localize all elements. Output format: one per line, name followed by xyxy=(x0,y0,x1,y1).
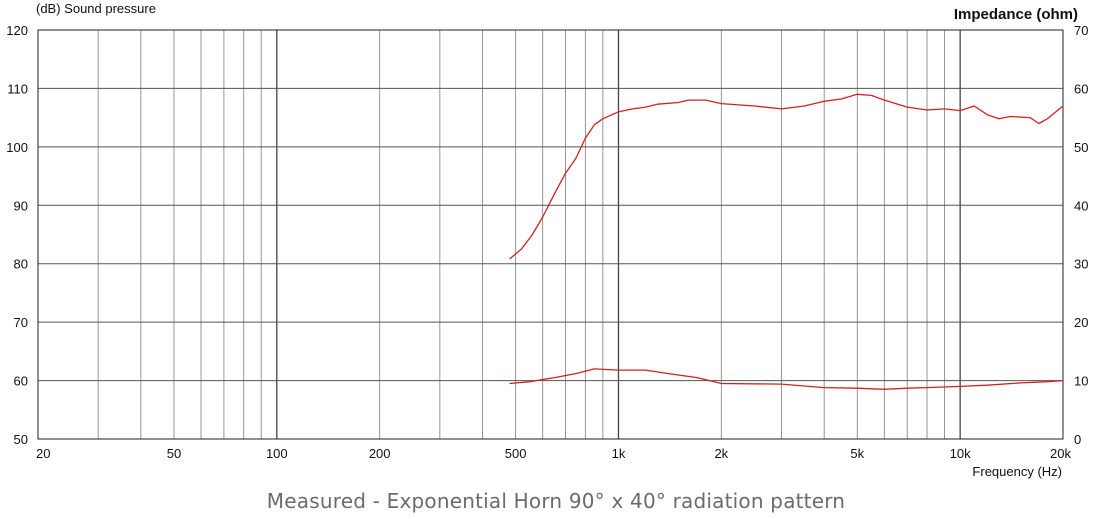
y-right-tick-label: 0 xyxy=(1074,432,1081,447)
x-tick-label: 100 xyxy=(266,446,288,461)
y-right-tick-label: 40 xyxy=(1074,198,1088,213)
x-axis-title: Frequency (Hz) xyxy=(972,464,1062,479)
x-tick-label: 500 xyxy=(505,446,527,461)
y-left-tick-label: 110 xyxy=(7,81,28,96)
y-left-tick-label: 70 xyxy=(14,315,28,330)
x-tick-label: 20 xyxy=(36,446,50,461)
x-tick-label: 1k xyxy=(612,446,626,461)
x-tick-label: 10k xyxy=(950,446,971,461)
figure-caption: Measured - Exponential Horn 90° x 40° ra… xyxy=(266,489,846,513)
y-right-tick-label: 60 xyxy=(1074,81,1088,96)
y-left-tick-label: 120 xyxy=(6,23,28,38)
y-right-tick-label: 20 xyxy=(1074,315,1088,330)
y-left-tick-label: 80 xyxy=(14,257,28,272)
x-tick-label: 50 xyxy=(167,446,181,461)
spl-series-line xyxy=(509,93,1064,260)
y-left-tick-label: 100 xyxy=(6,140,28,155)
tick-labels: 20 50 100 200 500 1k 2k 5k 10k 20k506070809010011… xyxy=(6,23,1088,461)
grid xyxy=(38,30,1063,439)
y-right-tick-label: 30 xyxy=(1074,257,1088,272)
y-left-tick-label: 90 xyxy=(14,198,28,213)
x-tick-label: 20k xyxy=(1050,446,1071,461)
frequency-response-chart: 20 50 100 200 500 1k 2k 5k 10k 20k506070809010011… xyxy=(6,1,1088,479)
y-left-tick-label: 60 xyxy=(14,374,28,389)
x-tick-label: 2k xyxy=(714,446,728,461)
y-left-tick-label: 50 xyxy=(14,432,28,447)
right-axis-title: Impedance (ohm) xyxy=(954,6,1078,23)
plot-frame xyxy=(37,29,1064,440)
y-right-tick-label: 70 xyxy=(1074,23,1088,38)
y-right-tick-label: 10 xyxy=(1074,374,1088,389)
left-axis-title: (dB) Sound pressure xyxy=(36,1,156,16)
y-right-tick-label: 50 xyxy=(1074,140,1088,155)
impedance-series-line xyxy=(509,368,1064,390)
x-tick-label: 5k xyxy=(850,446,864,461)
series-layer xyxy=(509,93,1064,390)
x-tick-label: 200 xyxy=(369,446,391,461)
